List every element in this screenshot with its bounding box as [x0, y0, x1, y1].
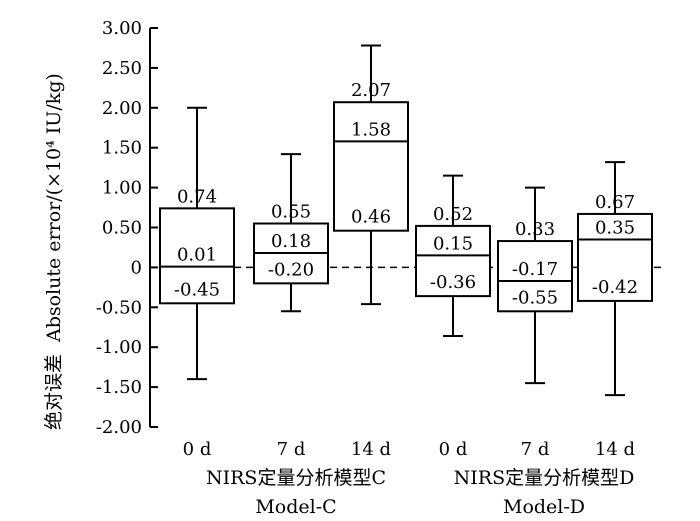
q3-label: 2.07 [351, 80, 391, 101]
y-tick-label: -1.00 [96, 337, 142, 358]
y-tick-label: 3.00 [102, 18, 142, 39]
group-label-en: Model-D [503, 496, 585, 518]
median-label: 0.15 [433, 233, 473, 254]
q3-label: 0.52 [433, 204, 473, 225]
median-label: 1.58 [351, 119, 391, 140]
y-tick-label: 2.00 [102, 98, 142, 119]
q1-label: -0.45 [174, 279, 220, 300]
y-tick-label: 0 [131, 257, 142, 278]
median-label: 0.35 [595, 217, 635, 238]
iqr-box [497, 240, 573, 313]
box-model-d-14d: 0.67 0.35 -0.42 [577, 161, 653, 397]
group-label-en: Model-C [255, 496, 336, 518]
median-label: 0.18 [271, 231, 311, 252]
q3-label: 0.55 [271, 202, 311, 223]
group-label-cn: NIRS定量分析模型D [454, 467, 635, 489]
x-category-label: 0 d [183, 439, 212, 460]
group-label-cn: NIRS定量分析模型C [206, 467, 386, 489]
x-axis-labels: 0 d 7 d 14 d 0 d 7 d 14 d NIRS定量分析模型C Model-C NI… [183, 439, 635, 518]
iqr-box [333, 101, 409, 232]
q3-label: 0.67 [595, 192, 635, 213]
box-model-d-7d: 0.33 -0.17 -0.55 [497, 186, 573, 385]
y-axis: 3.00 2.50 2.00 1.50 1.00 0.50 0 -0.50 -1.00 -1.50… [96, 18, 158, 438]
x-category-label: 0 d [439, 439, 468, 460]
box-model-d-0d: 0.52 0.15 -0.36 [415, 174, 491, 338]
y-tick-label: -0.50 [96, 297, 142, 318]
x-category-label: 14 d [595, 439, 635, 460]
median-label: -0.17 [512, 259, 558, 280]
box-model-c-0d: 0.74 0.01 -0.45 [159, 106, 235, 381]
box-series: 0.74 0.01 -0.45 0.55 0.18 -0.20 2.07 1.58 0.46 0.… [159, 44, 653, 397]
iqr-box [159, 207, 235, 305]
q1-label: 0.46 [351, 207, 391, 228]
q3-label: 0.33 [515, 219, 555, 240]
median-label: 0.01 [177, 245, 217, 266]
y-axis-label-cn: 绝对误差 [43, 354, 65, 430]
q1-label: -0.42 [592, 277, 638, 298]
q1-label: -0.20 [268, 259, 314, 280]
y-axis-label-en: Absolute error/(×10⁴ IU/kg) [43, 73, 65, 343]
y-tick-label: 1.00 [102, 178, 142, 199]
y-tick-label: 1.50 [102, 138, 142, 159]
x-category-label: 14 d [351, 439, 391, 460]
q1-label: -0.55 [512, 287, 558, 308]
y-tick-label: 2.50 [102, 58, 142, 79]
iqr-box [577, 212, 653, 302]
x-category-label: 7 d [521, 439, 550, 460]
y-tick-label: 0.50 [102, 218, 142, 239]
box-model-c-14d: 2.07 1.58 0.46 [333, 44, 409, 306]
x-category-label: 7 d [277, 439, 306, 460]
box-model-c-7d: 0.55 0.18 -0.20 [253, 153, 329, 313]
y-tick-label: -2.00 [96, 417, 142, 438]
q3-label: 0.74 [177, 186, 217, 207]
iqr-box [415, 224, 491, 298]
y-tick-label: -1.50 [96, 377, 142, 398]
q1-label: -0.36 [430, 272, 476, 293]
